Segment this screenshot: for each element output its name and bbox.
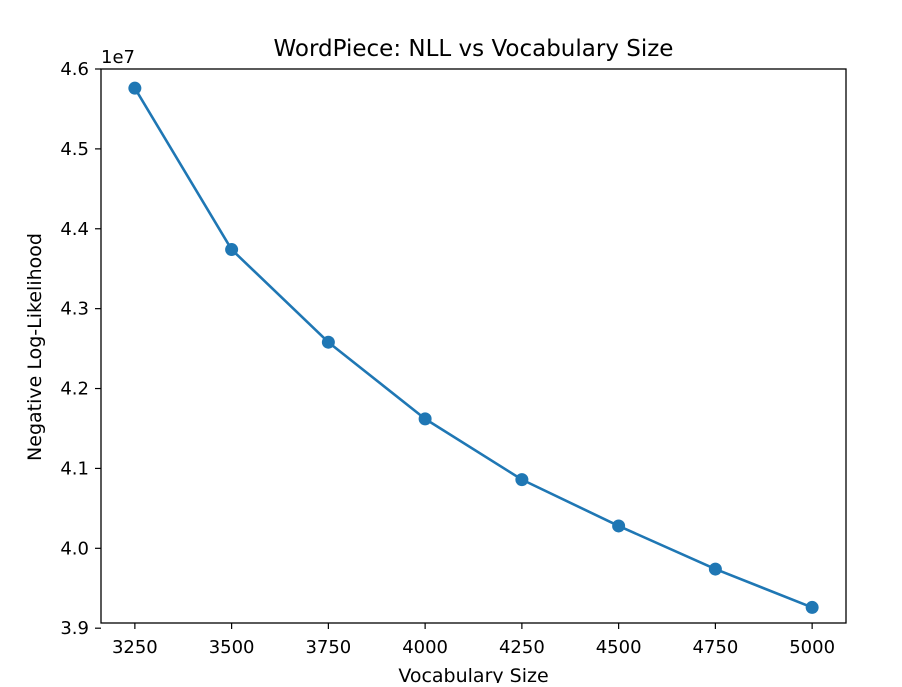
- x-tick-label: 3750: [305, 637, 351, 658]
- plot-frame: [100, 68, 847, 624]
- x-tick-label: 4500: [596, 637, 642, 658]
- y-axis-offset-label: 1e7: [101, 47, 135, 68]
- y-tick-label: 3.9: [60, 618, 89, 639]
- y-tick-label: 4.4: [60, 219, 89, 240]
- y-tick-label: 4.0: [60, 538, 89, 559]
- data-point: [418, 412, 432, 426]
- x-tick-label: 4750: [692, 637, 738, 658]
- data-point: [515, 473, 529, 487]
- y-tick-label: 4.2: [60, 379, 89, 400]
- x-axis-label: Vocabulary Size: [398, 665, 548, 683]
- x-tick-label: 5000: [789, 637, 835, 658]
- y-tick-label: 4.5: [60, 139, 89, 160]
- data-point: [225, 243, 239, 257]
- x-tick-label: 4000: [402, 637, 448, 658]
- data-point: [708, 562, 722, 576]
- chart-title: WordPiece: NLL vs Vocabulary Size: [274, 36, 674, 62]
- data-point: [612, 519, 626, 533]
- data-point: [321, 335, 335, 349]
- data-point: [805, 600, 819, 614]
- y-tick-label: 4.1: [60, 458, 89, 479]
- x-tick-label: 3500: [209, 637, 255, 658]
- series-line: [133, 86, 814, 609]
- data-point: [128, 81, 142, 95]
- x-tick-label: 4250: [499, 637, 545, 658]
- y-tick-label: 4.3: [60, 299, 89, 320]
- y-tick-label: 4.6: [60, 59, 89, 80]
- plot-area: 3250 3500 3750 4000 4250 4500 4750 5000 3.9 4.0 4.…: [60, 59, 847, 658]
- y-axis-label: Negative Log-Likelihood: [24, 233, 46, 461]
- x-tick-label: 3250: [112, 637, 158, 658]
